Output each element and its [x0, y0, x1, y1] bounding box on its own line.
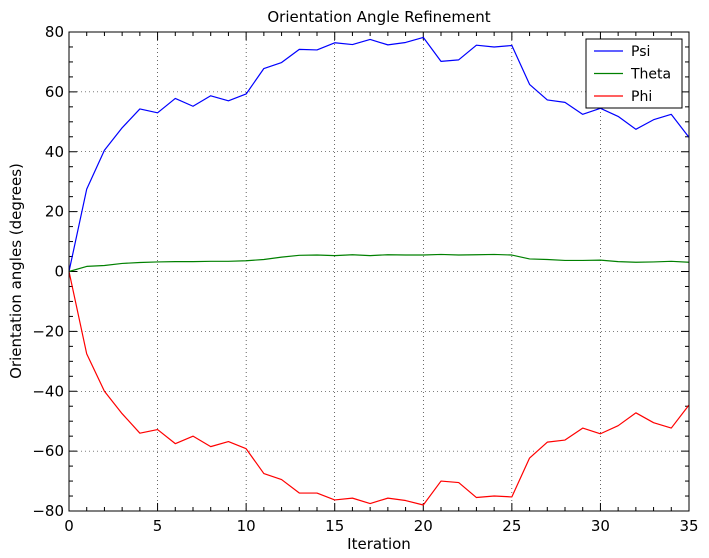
x-tick-label: 30	[591, 517, 610, 535]
x-tick-label: 15	[325, 517, 344, 535]
x-tick-label: 0	[64, 517, 74, 535]
x-tick-label: 25	[502, 517, 521, 535]
x-tick-label: 10	[237, 517, 256, 535]
y-tick-label: 0	[54, 263, 64, 281]
y-tick-label: 20	[45, 203, 64, 221]
y-tick-label: −80	[32, 502, 64, 520]
y-tick-label: 40	[45, 143, 64, 161]
plot-frame	[68, 31, 690, 512]
x-axis-title: Iteration	[347, 535, 411, 553]
legend-label-phi: Phi	[631, 89, 652, 105]
minor-ticks	[69, 32, 689, 511]
y-tick-label: −20	[32, 322, 64, 340]
x-tick-label: 20	[414, 517, 433, 535]
legend-label-theta: Theta	[630, 67, 671, 83]
series-line-theta	[68, 253, 690, 273]
y-tick-labels: −80 −60 −40 −20 0 20 40 60 80	[32, 23, 64, 520]
x-tick-label: 35	[679, 517, 698, 535]
legend-label-psi: Psi	[631, 44, 650, 60]
y-tick-label: 80	[45, 23, 64, 41]
y-tick-label: 60	[45, 83, 64, 101]
y-axis-title: Orientation angles (degrees)	[7, 163, 25, 379]
chart-title: Orientation Angle Refinement	[267, 8, 490, 26]
y-tick-label: −40	[32, 382, 64, 400]
legend: Psi Theta Phi	[585, 38, 683, 109]
x-tick-label: 5	[153, 517, 163, 535]
series-line-phi	[68, 271, 690, 506]
x-tick-labels: 0 5 10 15 20 25 30 35	[64, 517, 698, 535]
series-lines	[68, 36, 690, 506]
y-tick-label: −60	[32, 442, 64, 460]
series-line-psi	[68, 36, 690, 272]
